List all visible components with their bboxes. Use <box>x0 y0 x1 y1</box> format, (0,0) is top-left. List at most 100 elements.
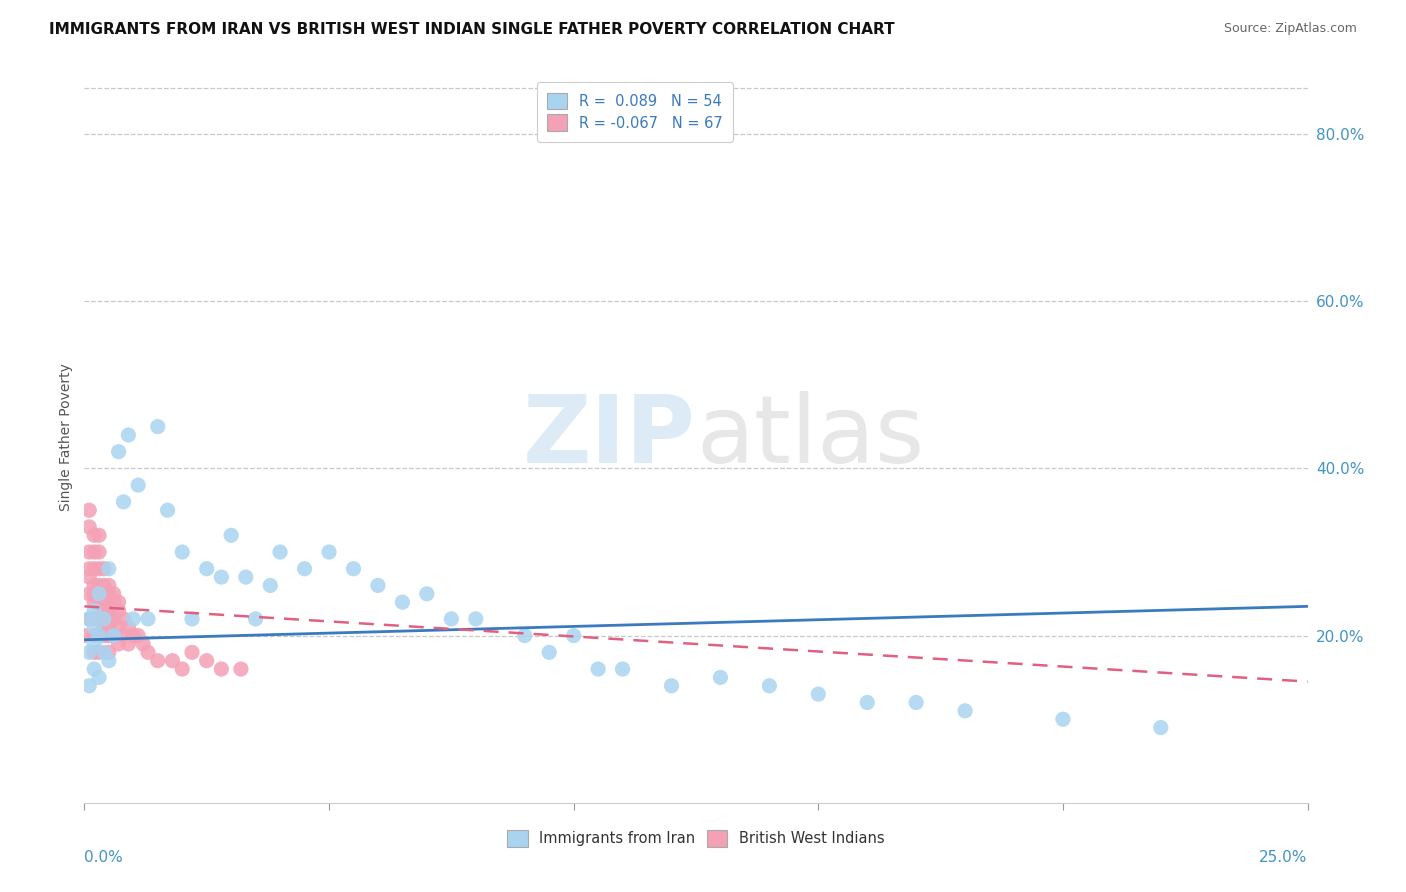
Point <box>93 595 115 609</box>
Point <box>1150 721 1173 735</box>
Point <box>661 679 683 693</box>
Point <box>367 578 389 592</box>
Point <box>83 587 105 601</box>
Point <box>122 612 145 626</box>
Text: ZIP: ZIP <box>523 391 696 483</box>
Point <box>103 587 125 601</box>
Point <box>107 637 129 651</box>
Point <box>269 545 291 559</box>
Point <box>83 603 105 617</box>
Point <box>77 587 100 601</box>
Point <box>172 545 194 559</box>
Point <box>77 562 100 576</box>
Point <box>87 562 110 576</box>
Text: Source: ZipAtlas.com: Source: ZipAtlas.com <box>1223 22 1357 36</box>
Point <box>342 562 364 576</box>
Point <box>93 612 115 626</box>
Point <box>93 645 115 659</box>
Point <box>391 595 413 609</box>
Point <box>83 620 105 634</box>
Point <box>97 629 120 643</box>
Point <box>83 595 105 609</box>
Point <box>97 654 120 668</box>
Point <box>107 620 129 634</box>
Point <box>294 562 316 576</box>
Point <box>122 629 145 643</box>
Point <box>77 520 100 534</box>
Point <box>586 662 609 676</box>
Point <box>758 679 780 693</box>
Point <box>87 670 110 684</box>
Text: 0.0%: 0.0% <box>84 850 124 865</box>
Point <box>538 645 561 659</box>
Point <box>318 545 340 559</box>
Point <box>77 545 100 559</box>
Point <box>107 603 129 617</box>
Point <box>209 662 232 676</box>
Point <box>136 612 159 626</box>
Point <box>156 503 179 517</box>
Point <box>93 603 115 617</box>
Point <box>87 612 110 626</box>
Point <box>117 428 139 442</box>
Point <box>245 612 267 626</box>
Point <box>87 645 110 659</box>
Point <box>132 637 155 651</box>
Point <box>77 570 100 584</box>
Point <box>97 612 120 626</box>
Point <box>856 696 879 710</box>
Point <box>97 587 120 601</box>
Point <box>103 612 125 626</box>
Point <box>87 629 110 643</box>
Point <box>87 587 110 601</box>
Point <box>93 629 115 643</box>
Point <box>117 620 139 634</box>
Point <box>905 696 928 710</box>
Point <box>209 570 232 584</box>
Point <box>87 595 110 609</box>
Point <box>136 645 159 659</box>
Point <box>87 587 110 601</box>
Point <box>117 637 139 651</box>
Legend: Immigrants from Iran, British West Indians: Immigrants from Iran, British West India… <box>501 822 891 854</box>
Point <box>107 444 129 458</box>
Point <box>97 645 120 659</box>
Point <box>709 670 731 684</box>
Point <box>562 629 585 643</box>
Point <box>93 587 115 601</box>
Point <box>73 629 96 643</box>
Point <box>953 704 976 718</box>
Point <box>1052 712 1074 726</box>
Point <box>83 578 105 592</box>
Point <box>97 578 120 592</box>
Point <box>77 503 100 517</box>
Point <box>195 562 218 576</box>
Point <box>87 578 110 592</box>
Point <box>146 654 169 668</box>
Point <box>127 629 149 643</box>
Point <box>87 528 110 542</box>
Point <box>112 629 135 643</box>
Point <box>83 637 105 651</box>
Point <box>416 587 439 601</box>
Point <box>112 612 135 626</box>
Point <box>97 595 120 609</box>
Point <box>259 578 281 592</box>
Point <box>103 629 125 643</box>
Point <box>464 612 486 626</box>
Point <box>103 612 125 626</box>
Point <box>83 612 105 626</box>
Point <box>77 679 100 693</box>
Point <box>87 545 110 559</box>
Point <box>97 603 120 617</box>
Point <box>87 612 110 626</box>
Point <box>219 528 242 542</box>
Y-axis label: Single Father Poverty: Single Father Poverty <box>59 363 73 511</box>
Point <box>87 629 110 643</box>
Point <box>93 612 115 626</box>
Point <box>807 687 830 701</box>
Point <box>172 662 194 676</box>
Point <box>103 595 125 609</box>
Point <box>181 612 204 626</box>
Point <box>107 595 129 609</box>
